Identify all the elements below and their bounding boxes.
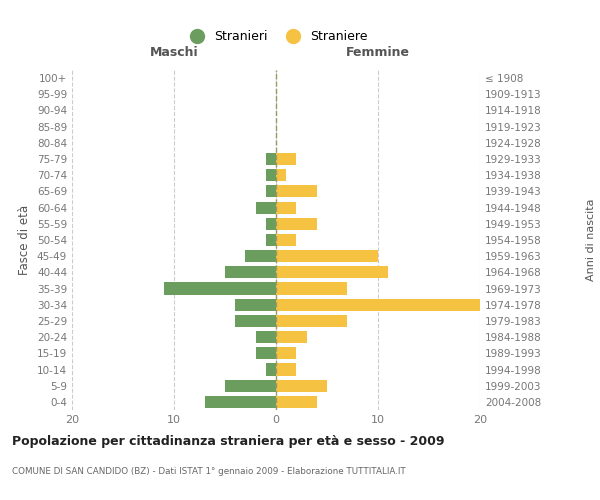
Text: Anni di nascita: Anni di nascita [586,198,596,281]
Bar [276,315,347,327]
Bar [256,331,276,343]
Bar [225,266,276,278]
Bar [266,364,276,376]
Bar [276,250,378,262]
Bar [276,202,296,213]
Bar [256,348,276,360]
Bar [276,218,317,230]
Bar [266,169,276,181]
Bar [245,250,276,262]
Bar [276,348,296,360]
Bar [266,153,276,165]
Bar [266,234,276,246]
Bar [276,234,296,246]
Text: Maschi: Maschi [149,46,199,59]
Bar [235,315,276,327]
Bar [276,186,317,198]
Bar [225,380,276,392]
Bar [276,282,347,294]
Bar [266,186,276,198]
Bar [276,153,296,165]
Bar [276,380,327,392]
Bar [164,282,276,294]
Bar [276,298,480,311]
Bar [276,266,388,278]
Legend: Stranieri, Straniere: Stranieri, Straniere [179,25,373,48]
Y-axis label: Fasce di età: Fasce di età [19,205,31,275]
Bar [276,331,307,343]
Bar [256,202,276,213]
Bar [276,169,286,181]
Bar [205,396,276,408]
Bar [276,364,296,376]
Text: COMUNE DI SAN CANDIDO (BZ) - Dati ISTAT 1° gennaio 2009 - Elaborazione TUTTITALI: COMUNE DI SAN CANDIDO (BZ) - Dati ISTAT … [12,468,406,476]
Text: Femmine: Femmine [346,46,410,59]
Bar [276,396,317,408]
Text: Popolazione per cittadinanza straniera per età e sesso - 2009: Popolazione per cittadinanza straniera p… [12,435,445,448]
Bar [266,218,276,230]
Bar [235,298,276,311]
